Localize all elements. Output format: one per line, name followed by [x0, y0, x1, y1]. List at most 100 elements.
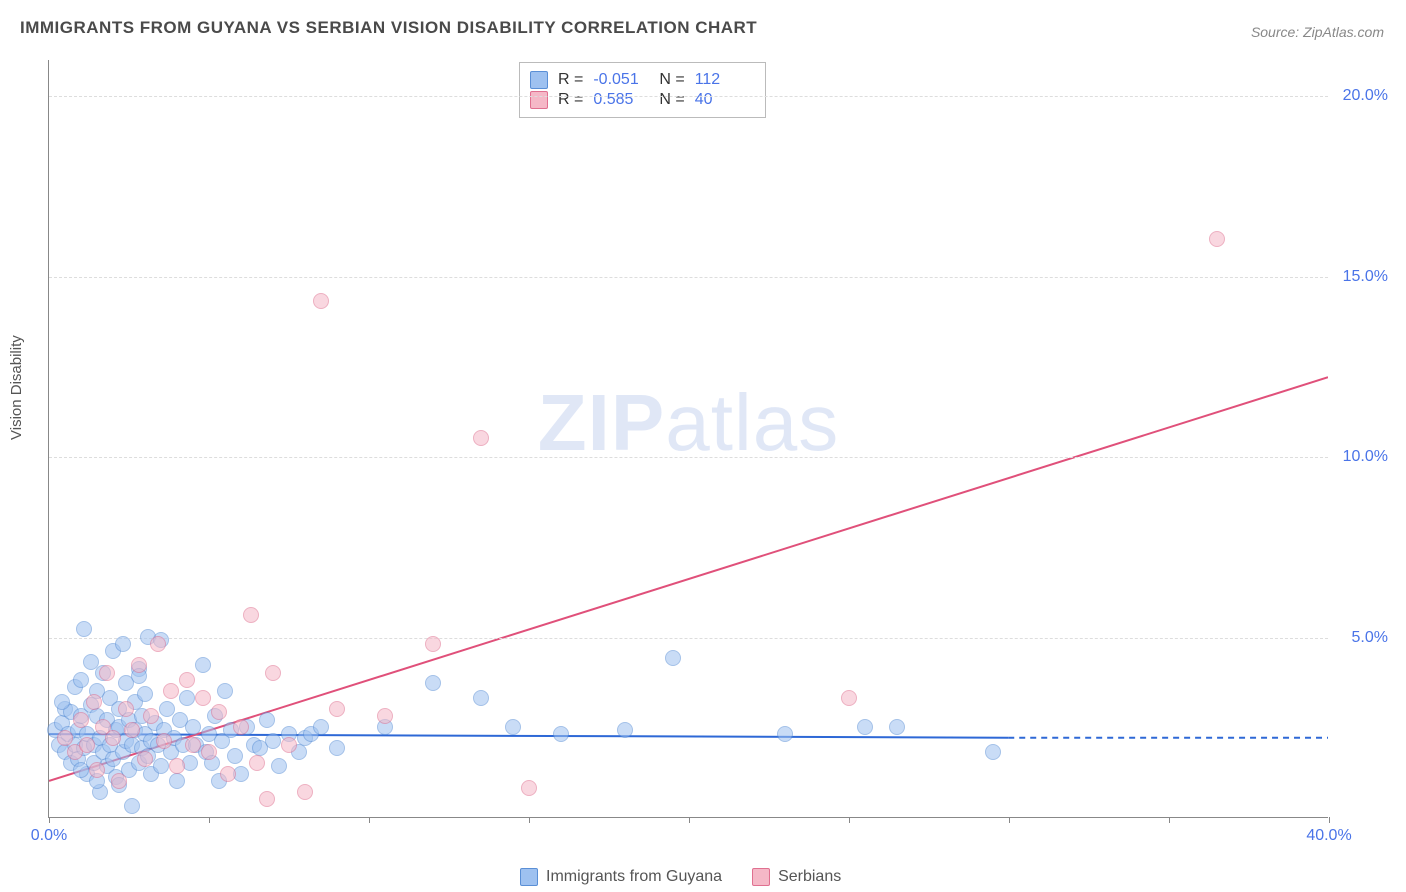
scatter-point-guyana — [665, 650, 681, 666]
trend-lines-svg — [49, 60, 1328, 817]
scatter-point-guyana — [889, 719, 905, 735]
gridline-h — [49, 277, 1328, 278]
scatter-point-serbians — [313, 293, 329, 309]
scatter-point-guyana — [617, 722, 633, 738]
scatter-point-serbians — [105, 730, 121, 746]
legend-label: Immigrants from Guyana — [546, 868, 722, 886]
scatter-point-serbians — [57, 730, 73, 746]
scatter-point-serbians — [249, 755, 265, 771]
x-tick-mark — [49, 817, 50, 823]
y-tick-label: 15.0% — [1343, 268, 1388, 286]
scatter-point-serbians — [425, 636, 441, 652]
y-axis-label: Vision Disability — [8, 335, 25, 440]
scatter-point-guyana — [329, 740, 345, 756]
scatter-point-serbians — [265, 665, 281, 681]
stat-n-value: 112 — [695, 71, 751, 89]
scatter-point-guyana — [137, 686, 153, 702]
x-tick-mark — [1169, 817, 1170, 823]
scatter-point-guyana — [179, 690, 195, 706]
scatter-point-guyana — [857, 719, 873, 735]
scatter-point-serbians — [111, 773, 127, 789]
legend-swatch — [530, 91, 548, 109]
scatter-point-guyana — [227, 748, 243, 764]
legend-swatch — [520, 868, 538, 886]
scatter-point-serbians — [201, 744, 217, 760]
scatter-point-serbians — [179, 672, 195, 688]
scatter-point-guyana — [985, 744, 1001, 760]
scatter-point-serbians — [377, 708, 393, 724]
scatter-point-guyana — [73, 672, 89, 688]
stats-legend-box: R = -0.051 N = 112R = 0.585 N = 40 — [519, 62, 766, 118]
stat-r-label: R = — [558, 71, 583, 89]
bottom-legend: Immigrants from Guyana Serbians — [520, 868, 841, 886]
scatter-point-serbians — [99, 665, 115, 681]
stat-row-guyana: R = -0.051 N = 112 — [530, 71, 751, 89]
source-citation: Source: ZipAtlas.com — [1251, 24, 1384, 40]
scatter-point-serbians — [329, 701, 345, 717]
source-name: ZipAtlas.com — [1303, 24, 1384, 40]
scatter-point-guyana — [259, 712, 275, 728]
stat-row-serbians: R = 0.585N = 40 — [530, 91, 751, 109]
scatter-point-serbians — [211, 704, 227, 720]
scatter-point-serbians — [118, 701, 134, 717]
plot-area: ZIPatlas R = -0.051 N = 112R = 0.585 N = 4… — [48, 60, 1328, 818]
scatter-point-guyana — [313, 719, 329, 735]
y-tick-label: 20.0% — [1343, 87, 1388, 105]
scatter-point-serbians — [137, 751, 153, 767]
x-tick-mark — [369, 817, 370, 823]
scatter-point-serbians — [79, 737, 95, 753]
scatter-point-guyana — [169, 773, 185, 789]
scatter-point-serbians — [169, 758, 185, 774]
scatter-point-guyana — [505, 719, 521, 735]
scatter-point-serbians — [73, 712, 89, 728]
scatter-point-serbians — [281, 737, 297, 753]
x-tick-label: 40.0% — [1306, 827, 1351, 845]
scatter-point-serbians — [473, 430, 489, 446]
scatter-point-guyana — [153, 758, 169, 774]
scatter-point-guyana — [124, 798, 140, 814]
y-tick-label: 10.0% — [1343, 448, 1388, 466]
scatter-point-serbians — [841, 690, 857, 706]
scatter-point-serbians — [124, 722, 140, 738]
legend-swatch — [530, 71, 548, 89]
scatter-point-guyana — [217, 683, 233, 699]
scatter-point-serbians — [86, 694, 102, 710]
watermark-thin: atlas — [665, 378, 839, 467]
chart-title: IMMIGRANTS FROM GUYANA VS SERBIAN VISION… — [20, 18, 757, 38]
scatter-point-serbians — [131, 657, 147, 673]
x-tick-mark — [1329, 817, 1330, 823]
legend-item-serbians: Serbians — [752, 868, 841, 886]
watermark: ZIPatlas — [538, 377, 839, 469]
gridline-h — [49, 638, 1328, 639]
stat-n-label: N = — [659, 71, 684, 89]
scatter-point-serbians — [156, 733, 172, 749]
scatter-point-guyana — [115, 636, 131, 652]
scatter-point-serbians — [259, 791, 275, 807]
scatter-point-guyana — [473, 690, 489, 706]
stat-n-value: 40 — [695, 91, 751, 109]
scatter-point-guyana — [76, 621, 92, 637]
scatter-point-guyana — [73, 762, 89, 778]
x-tick-mark — [1009, 817, 1010, 823]
x-tick-mark — [689, 817, 690, 823]
legend-swatch — [752, 868, 770, 886]
legend-item-guyana: Immigrants from Guyana — [520, 868, 722, 886]
x-tick-mark — [849, 817, 850, 823]
scatter-point-serbians — [143, 708, 159, 724]
scatter-point-serbians — [185, 737, 201, 753]
scatter-point-guyana — [54, 694, 70, 710]
scatter-point-guyana — [265, 733, 281, 749]
x-tick-mark — [209, 817, 210, 823]
scatter-point-serbians — [220, 766, 236, 782]
scatter-point-serbians — [89, 762, 105, 778]
scatter-point-guyana — [425, 675, 441, 691]
y-tick-label: 5.0% — [1352, 629, 1388, 647]
stat-r-value: 0.585 — [593, 91, 649, 109]
gridline-h — [49, 457, 1328, 458]
watermark-bold: ZIP — [538, 378, 665, 467]
scatter-point-serbians — [297, 784, 313, 800]
x-tick-mark — [529, 817, 530, 823]
stat-r-value: -0.051 — [593, 71, 649, 89]
scatter-point-serbians — [195, 690, 211, 706]
stat-n-label: N = — [659, 91, 684, 109]
